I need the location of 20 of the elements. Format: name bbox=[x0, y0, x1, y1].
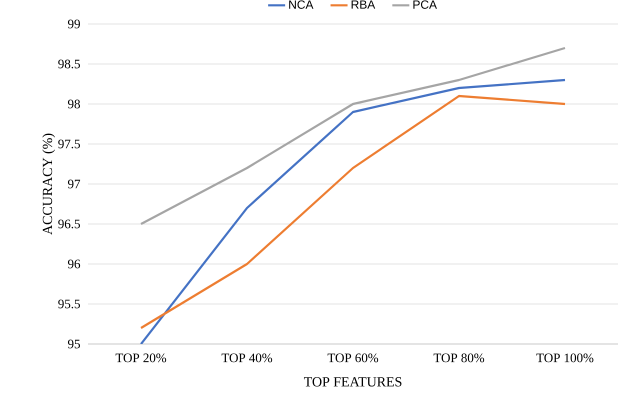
x-tick-label: TOP 80% bbox=[434, 354, 484, 362]
legend-label: RBA bbox=[352, 0, 376, 9]
y-tick-label: 96 bbox=[68, 260, 80, 268]
x-tick-label: TOP 20% bbox=[116, 354, 166, 362]
x-tick-label: TOP 60% bbox=[328, 354, 378, 362]
x-tick-label: TOP 40% bbox=[222, 354, 272, 362]
legend-label: PCA bbox=[413, 0, 437, 9]
legend-label: NCA bbox=[289, 0, 314, 9]
y-tick-label: 95.5 bbox=[58, 300, 80, 308]
x-axis-title: TOP FEATURES bbox=[304, 377, 402, 387]
y-axis-title: ACCURACY (%) bbox=[42, 134, 55, 235]
y-tick-label: 99 bbox=[68, 20, 80, 28]
y-tick-label: 98.5 bbox=[58, 60, 80, 68]
y-tick-label: 96.5 bbox=[58, 220, 80, 228]
x-tick-label: TOP 100% bbox=[536, 354, 594, 362]
y-tick-label: 95 bbox=[68, 340, 80, 348]
line-series bbox=[140, 46, 566, 226]
y-tick-label: 98 bbox=[68, 100, 80, 108]
y-tick-label: 97.5 bbox=[58, 140, 80, 148]
y-tick-label: 97 bbox=[68, 180, 80, 188]
